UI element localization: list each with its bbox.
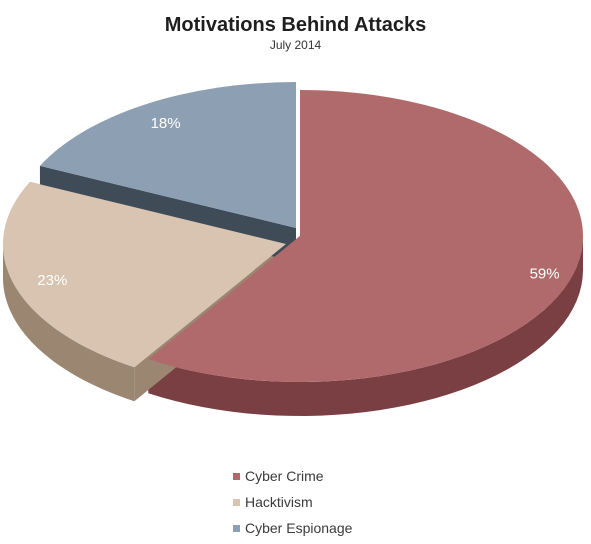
legend-swatch-hacktivism	[233, 498, 240, 506]
legend-item-hacktivism: Hacktivism	[233, 489, 352, 515]
slice-side-cyber-crime	[148, 236, 583, 416]
slice-cyber-espionage	[39, 82, 296, 228]
value-label-cyber-espionage: 18%	[151, 115, 181, 132]
value-label-cyber-crime: 59%	[530, 266, 560, 283]
legend-label-cyber-espionage: Cyber Espionage	[245, 520, 353, 536]
chart-subtitle: July 2014	[269, 38, 322, 52]
legend-item-cyber-crime: Cyber Crime	[233, 463, 352, 489]
legend-label-hacktivism: Hacktivism	[245, 494, 313, 510]
legend-item-cyber-espionage: Cyber Espionage	[233, 515, 352, 541]
legend-label-cyber-crime: Cyber Crime	[245, 468, 324, 484]
legend-swatch-cyber-crime	[233, 472, 240, 480]
slice-cyber-crime	[148, 90, 584, 382]
value-label-hacktivism: 23%	[37, 272, 67, 289]
chart-title: Motivations Behind Attacks	[164, 14, 427, 36]
legend: Cyber Crime Hacktivism Cyber Espionage	[233, 463, 352, 541]
slice-hacktivism	[3, 181, 287, 368]
slice-side-hacktivism	[3, 244, 135, 402]
legend-swatch-cyber-espionage	[233, 524, 240, 532]
